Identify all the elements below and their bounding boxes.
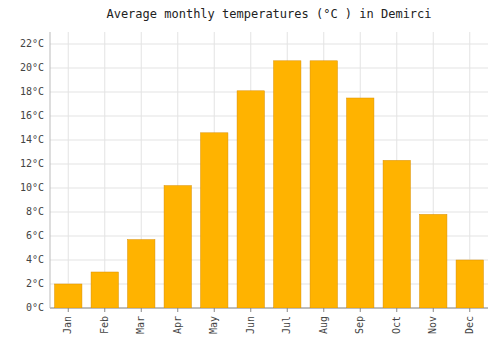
x-tick-label: Feb [99,316,110,334]
bar [237,91,264,308]
x-tick [104,308,105,312]
y-tick-label: 8°C [26,206,44,217]
y-grid-line [50,140,488,141]
x-tick [68,308,69,312]
bars [55,61,484,308]
x-tick [141,308,142,312]
y-grid-line [50,188,488,189]
y-tick-label: 14°C [20,134,44,145]
grid [50,32,488,308]
y-tick-label: 0°C [26,302,44,313]
bar [456,260,483,308]
y-tick-label: 6°C [26,230,44,241]
y-grid-line [50,44,488,45]
axes: 0°C 2°C 4°C 6°C 8°C 10°C 12°C 14°C 16°C 18°C 20°C 2… [20,32,488,334]
y-grid-line [50,116,488,117]
bar [420,214,447,308]
x-tick-label: May [208,316,219,334]
x-tick [177,308,178,312]
y-grid-line [50,212,488,213]
y-tick-label: 22°C [20,38,44,49]
bar [347,98,374,308]
x-tick-label: Jan [62,316,73,334]
y-tick-label: 18°C [20,86,44,97]
x-tick [360,308,361,312]
bar [128,240,155,308]
x-tick [287,308,288,312]
x-tick [250,308,251,312]
bar [164,186,191,308]
x-tick [323,308,324,312]
bar [274,61,301,308]
y-tick-label: 16°C [20,110,44,121]
x-tick [214,308,215,312]
x-tick-label: Mar [135,316,146,334]
x-tick-label: Jun [245,316,256,334]
x-tick-label: Apr [172,316,183,334]
y-grid-line [50,164,488,165]
x-tick-label: Sep [354,316,365,334]
y-tick-label: 2°C [26,278,44,289]
y-tick-label: 20°C [20,62,44,73]
bar [201,133,228,308]
chart: 0°C 2°C 4°C 6°C 8°C 10°C 12°C 14°C 16°C 18°C 20°C 2… [0,0,500,350]
bar [310,61,337,308]
y-grid-line [50,68,488,69]
y-tick-label: 10°C [20,182,44,193]
x-tick [469,308,470,312]
x-grid-line [104,32,105,308]
x-tick-label: Jul [281,316,292,334]
x-tick-label: Nov [427,316,438,334]
y-grid-line [50,92,488,93]
x-tick [433,308,434,312]
title: Average monthly temperatures (°C ) in De… [106,7,431,21]
bar [91,272,118,308]
x-grid-line [68,32,69,308]
y-tick-label: 12°C [20,158,44,169]
x-tick-label: Oct [391,316,402,334]
y-axis-line [50,32,51,308]
x-tick-label: Aug [318,316,329,334]
x-tick-label: Dec [464,316,475,334]
bar [55,284,82,308]
x-tick [396,308,397,312]
y-tick-label: 4°C [26,254,44,265]
bar [383,160,410,308]
